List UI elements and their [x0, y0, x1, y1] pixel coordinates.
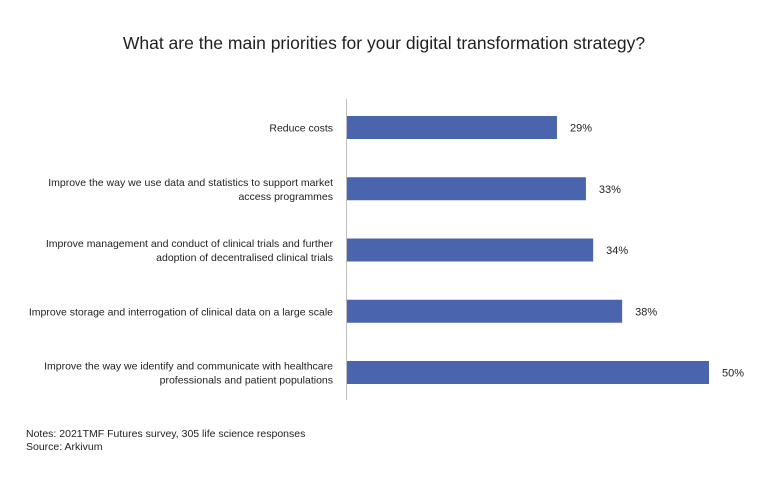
bar-value-label: 34% — [606, 245, 628, 257]
notes-survey-text: Notes: 2021TMF Futures survey, 305 life … — [26, 428, 306, 440]
bar-value-label: 50% — [722, 368, 744, 380]
bar — [347, 361, 709, 384]
category-label: Improve the way we identify and communic… — [44, 361, 333, 373]
category-label: Improve management and conduct of clinic… — [46, 238, 334, 250]
chart-notes: Notes: 2021TMF Futures survey, 305 life … — [26, 428, 305, 454]
category-label: Improve the way we use data and statisti… — [48, 177, 333, 189]
category-label: access programmes — [238, 191, 333, 203]
bar — [347, 116, 557, 139]
category-label: adoption of decentralised clinical trial… — [156, 252, 333, 264]
bar — [347, 177, 586, 201]
category-label: Improve storage and interrogation of cli… — [29, 306, 333, 318]
category-label: Reduce costs — [269, 123, 333, 135]
bar-value-label: 33% — [599, 184, 621, 196]
category-label: professionals and patient populations — [160, 375, 333, 387]
bar — [347, 238, 594, 262]
chart-title: What are the main priorities for your di… — [122, 33, 646, 53]
bar — [347, 299, 623, 323]
notes-source-text: Source: Arkivum — [26, 441, 103, 453]
bar-value-label: 29% — [570, 123, 592, 135]
bar-value-label: 38% — [635, 306, 657, 318]
